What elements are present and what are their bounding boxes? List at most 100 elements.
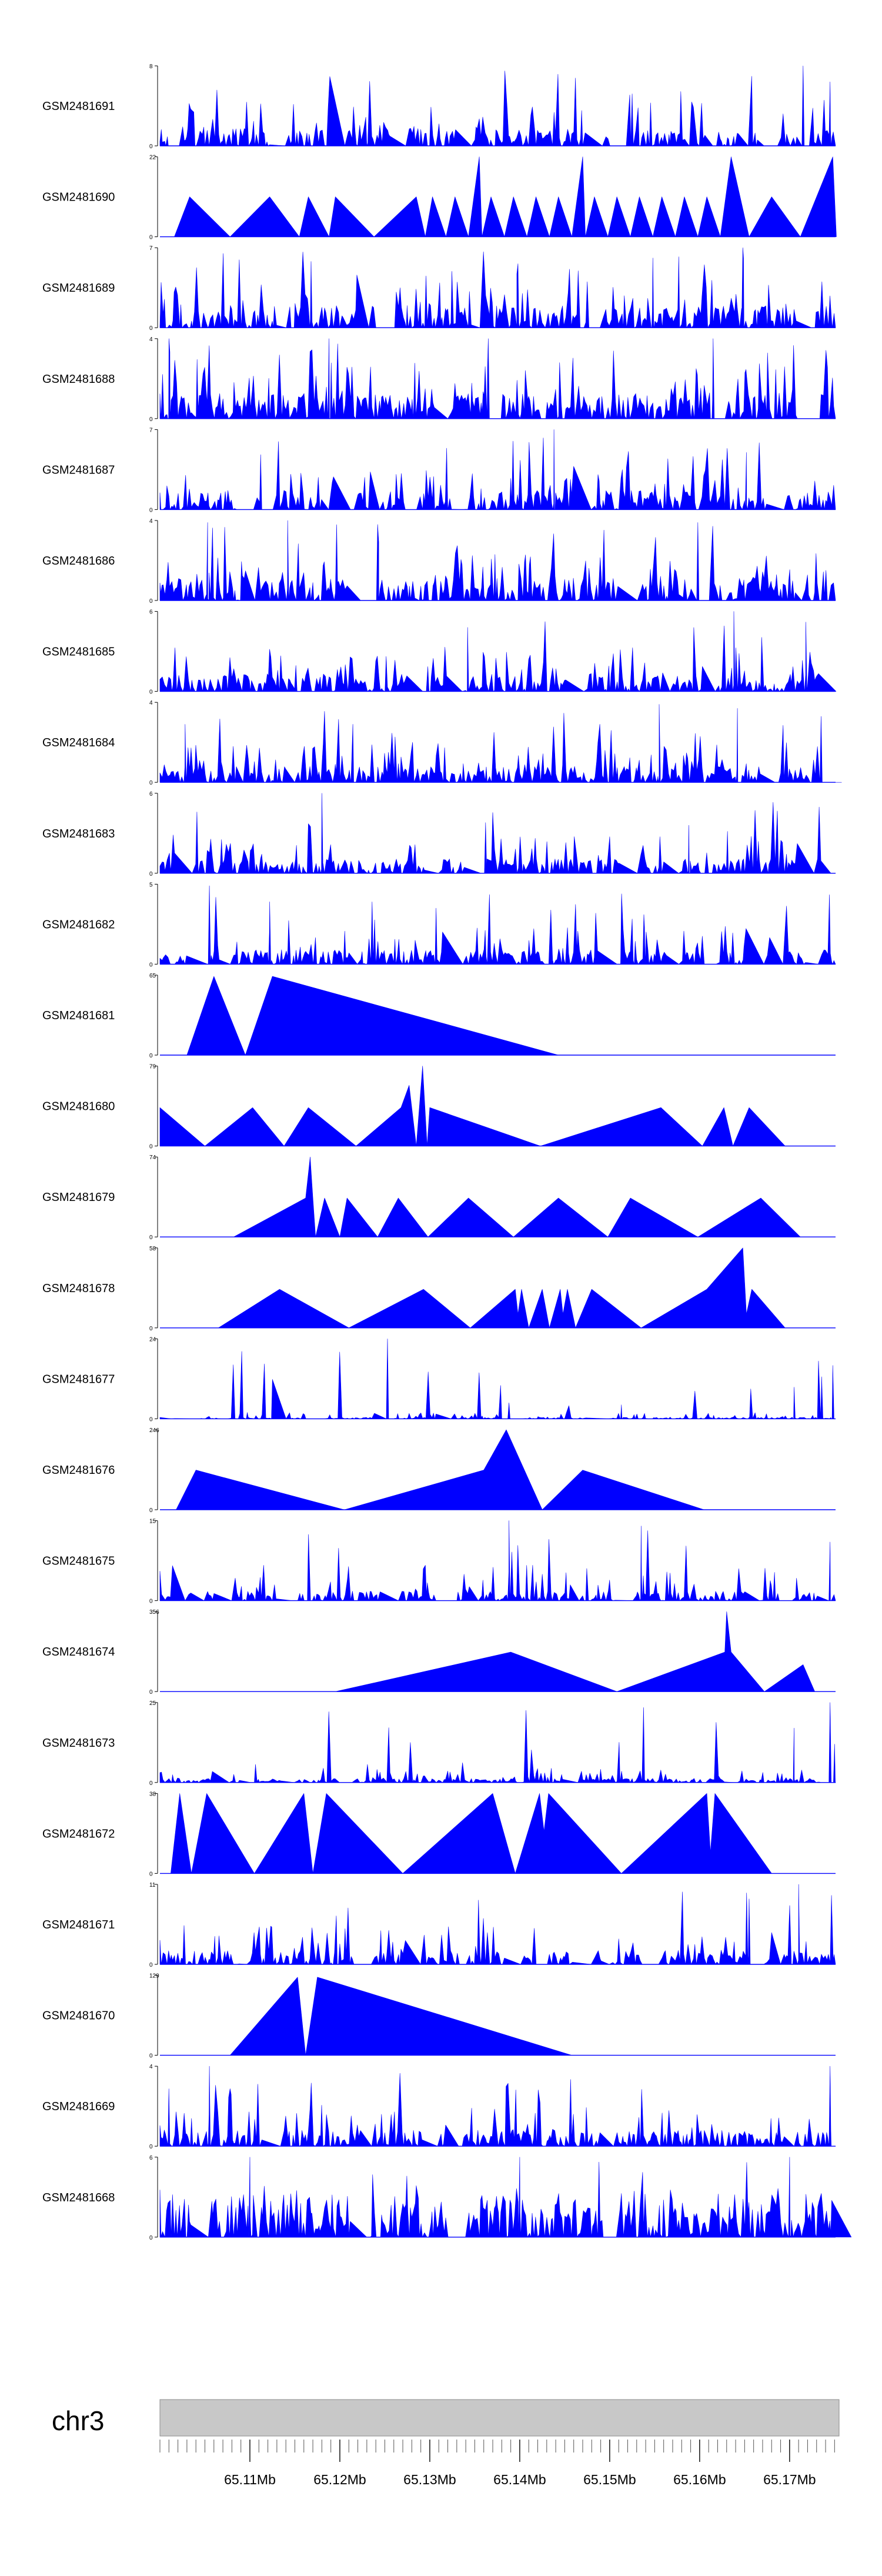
- track-label: GSM2481689: [42, 282, 115, 295]
- track-label: GSM2481671: [42, 1918, 115, 1931]
- track: GSM2481686 4 0: [42, 518, 836, 605]
- tick-label: 65.11Mb: [224, 2472, 276, 2487]
- y-max-label: 4: [149, 336, 153, 343]
- y-min-label: 0: [149, 2144, 153, 2150]
- track-label: GSM2481686: [42, 555, 115, 568]
- track-label: GSM2481677: [42, 1373, 115, 1386]
- y-min-label: 0: [149, 1144, 153, 1150]
- track-label: GSM2481673: [42, 1737, 115, 1750]
- track: GSM2481668 6 0: [42, 2155, 852, 2241]
- y-max-label: 5: [149, 882, 153, 888]
- y-min-label: 0: [149, 1234, 153, 1241]
- y-max-label: 79: [149, 1064, 156, 1070]
- y-min-label: 0: [149, 598, 153, 605]
- y-max-label: 4: [149, 518, 153, 525]
- y-max-label: 6: [149, 609, 153, 616]
- y-min-label: 0: [149, 235, 153, 241]
- coverage-area: [159, 65, 836, 146]
- y-max-label: 8: [149, 64, 153, 70]
- coverage-area: [159, 1520, 836, 1601]
- y-min-label: 0: [149, 1780, 153, 1787]
- coverage-area: [159, 1702, 836, 1783]
- coverage-area: [174, 156, 837, 237]
- track-label: GSM2481684: [42, 736, 115, 749]
- coverage-area: [159, 1066, 786, 1146]
- genome-axis: chr3 65.11Mb 65.12Mb 65.13Mb 65.14Mb 65.15Mb…: [52, 2399, 840, 2487]
- track-label: GSM2481680: [42, 1100, 115, 1113]
- y-min-label: 0: [149, 1871, 153, 1877]
- tick-label: 65.15Mb: [583, 2472, 636, 2487]
- y-min-label: 0: [149, 1689, 153, 1696]
- track: GSM2481687 7 0: [42, 427, 836, 513]
- y-max-label: 6: [149, 791, 153, 798]
- y-max-label: 6: [149, 2155, 153, 2161]
- track-label: GSM2481690: [42, 191, 115, 204]
- y-max-label: 65: [149, 973, 156, 979]
- track-label: GSM2481688: [42, 373, 115, 386]
- y-min-label: 0: [149, 144, 153, 150]
- y-max-label: 11: [149, 1882, 156, 1888]
- y-min-label: 0: [149, 2053, 153, 2060]
- track: GSM2481689 7 0: [42, 245, 836, 332]
- coverage-area: [218, 1247, 786, 1329]
- tick-label: 65.16Mb: [673, 2472, 726, 2487]
- y-max-label: 7: [149, 427, 153, 433]
- track-label: GSM2481682: [42, 918, 115, 931]
- track-label: GSM2481668: [42, 2191, 115, 2204]
- coverage-area: [159, 429, 836, 510]
- tick-label: 65.12Mb: [313, 2472, 366, 2487]
- coverage-area: [159, 520, 836, 601]
- track-label: GSM2481687: [42, 463, 115, 476]
- y-max-label: 58: [149, 1246, 156, 1252]
- coverage-area: [230, 1977, 572, 2056]
- coverage-area: [159, 1339, 836, 1419]
- coverage-area: [186, 976, 559, 1056]
- track: GSM2481683 6 0: [42, 791, 836, 877]
- coverage-area: [159, 1884, 836, 1965]
- track-label: GSM2481675: [42, 1555, 115, 1568]
- y-min-label: 0: [149, 1507, 153, 1514]
- y-min-label: 0: [149, 1599, 153, 1605]
- coverage-area: [159, 2066, 836, 2147]
- y-max-label: 7: [149, 245, 153, 252]
- track-label: GSM2481691: [42, 100, 115, 113]
- coverage-area: [233, 1156, 801, 1237]
- track: GSM2481675 15 0: [42, 1519, 836, 1605]
- y-min-label: 0: [149, 689, 153, 696]
- y-max-label: 22: [149, 155, 156, 161]
- track: GSM2481682 5 0: [42, 882, 836, 968]
- coverage-area: [159, 247, 836, 328]
- y-max-label: 24: [149, 1336, 156, 1343]
- y-min-label: 0: [149, 2235, 153, 2241]
- track-label: GSM2481681: [42, 1009, 115, 1022]
- coverage-area: [159, 2157, 852, 2238]
- y-max-label: 25: [149, 1700, 156, 1707]
- track-label: GSM2481685: [42, 646, 115, 659]
- track: GSM2481671 11 0: [42, 1882, 836, 1968]
- track: GSM2481681 65 0: [42, 973, 836, 1059]
- y-min-label: 0: [149, 871, 153, 877]
- y-max-label: 15: [149, 1519, 156, 1525]
- track: GSM2481677 24 0: [42, 1336, 836, 1423]
- y-max-label: 246: [149, 1427, 159, 1434]
- y-min-label: 0: [149, 1416, 153, 1423]
- track: GSM2481690 22 0: [42, 155, 837, 241]
- track-label: GSM2481679: [42, 1191, 115, 1204]
- track: GSM2481669 4 0: [42, 2064, 836, 2150]
- track: GSM2481691 8 0: [42, 64, 836, 150]
- coverage-area: [171, 1793, 772, 1874]
- y-min-label: 0: [149, 507, 153, 513]
- track-label: GSM2481683: [42, 827, 115, 840]
- tick-label: 65.13Mb: [403, 2472, 456, 2487]
- tick-label: 65.14Mb: [493, 2472, 546, 2487]
- track-label: GSM2481678: [42, 1282, 115, 1295]
- y-min-label: 0: [149, 1326, 153, 1332]
- track-label: GSM2481672: [42, 1827, 115, 1840]
- track: GSM2481684 4 0: [42, 700, 842, 786]
- track: GSM2481680 79 0: [42, 1064, 836, 1150]
- chromosome-ideogram: [159, 2399, 840, 2437]
- track: GSM2481674 356 0: [42, 1609, 836, 1696]
- track: GSM2481673 25 0: [42, 1700, 836, 1787]
- track-label: GSM2481676: [42, 1464, 115, 1477]
